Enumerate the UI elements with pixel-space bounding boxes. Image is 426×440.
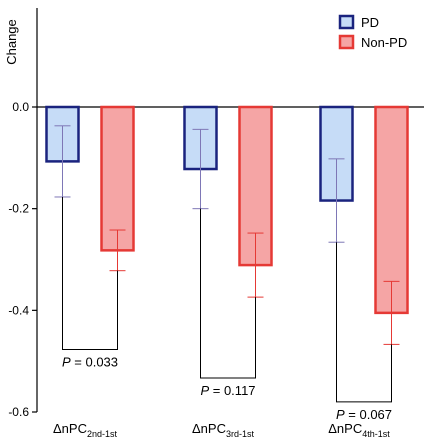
x-category-label: ΔnPC4th-1st [328,421,390,439]
p-value-label: P = 0.033 [62,354,118,369]
significance-bracket [336,242,392,403]
significance-bracket [200,208,256,379]
p-value: = 0.117 [209,383,255,398]
y-tick-label: -0.2 [8,202,29,216]
category-subscript: 3rd-1st [226,429,255,439]
y-tick-label: -0.6 [8,405,29,419]
category-subscript: 2nd-1st [87,429,118,439]
bar-non-pd [100,105,135,252]
x-category-label: ΔnPC3rd-1st [192,421,254,439]
category-main: ΔnPC [53,421,87,436]
category-main: ΔnPC [328,421,362,436]
y-tick-label: 0.0 [12,100,29,114]
p-value: = 0.067 [345,407,392,422]
p-symbol: P [200,383,209,398]
category-subscript: 4th-1st [362,429,390,439]
legend-label: PD [361,15,379,30]
y-tick-label: -0.4 [8,303,29,317]
significance-bracket [62,196,118,350]
p-symbol: P [336,407,345,422]
y-axis-title: Change [4,19,19,65]
legend-swatch-pd [338,14,355,30]
p-value-label: P = 0.117 [200,383,255,398]
legend-label: Non-PD [361,35,407,50]
category-main: ΔnPC [192,421,226,436]
legend-swatch-non-pd [338,34,355,50]
p-value-label: P = 0.067 [336,407,392,422]
bar-non-pd [374,105,409,315]
x-category-label: ΔnPC2nd-1st [53,421,118,439]
p-value: = 0.033 [71,354,118,369]
p-symbol: P [62,354,71,369]
